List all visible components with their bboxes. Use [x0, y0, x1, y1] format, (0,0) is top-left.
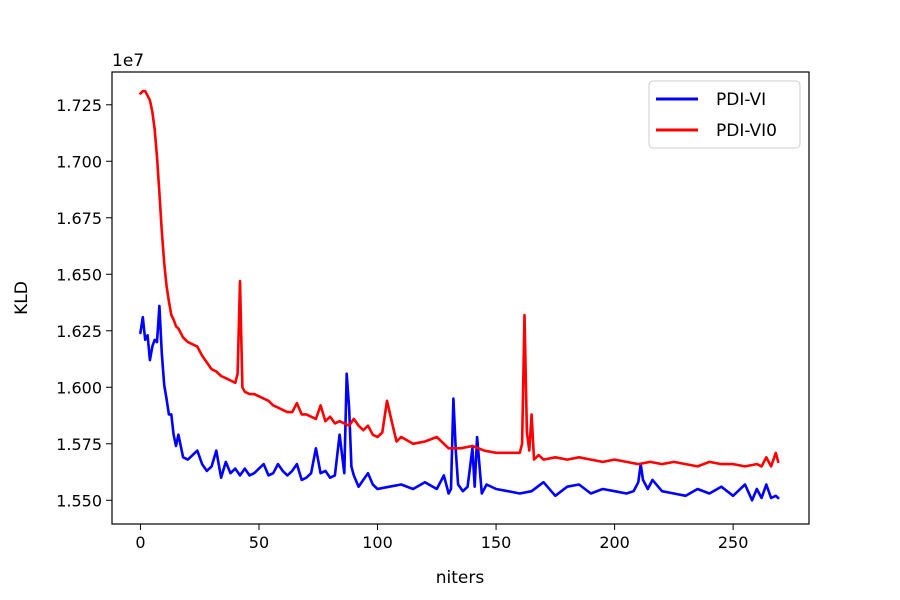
y-tick-label: 1.625: [56, 322, 102, 341]
y-axis-label: KLD: [12, 281, 32, 315]
y-tick-label: 1.700: [56, 152, 102, 171]
plot-frame: [111, 71, 810, 525]
x-tick-label: 0: [135, 533, 145, 552]
legend: PDI-VI PDI-VI0: [648, 80, 801, 149]
series-line-pdi-vi0: [139, 89, 780, 468]
x-tick-label: 250: [718, 533, 749, 552]
legend-label-pdi-vi0: PDI-VI0: [716, 121, 777, 141]
y-offset-label: 1e7: [112, 51, 144, 71]
y-tick-label: 1.725: [56, 96, 102, 115]
x-tick-label: 200: [599, 533, 630, 552]
legend-label-pdi-vi: PDI-VI: [716, 90, 766, 110]
y-tick-label: 1.575: [56, 435, 102, 454]
y-tick-label: 1.600: [56, 378, 102, 397]
series-layer: [139, 89, 780, 502]
y-tick-label: 1.675: [56, 209, 102, 228]
y-axis: 1.550 1.575 1.600 1.625 1.650 1.675 1.700 1.725: [56, 96, 112, 510]
series-line-pdi-vi: [139, 304, 780, 502]
x-tick-label: 50: [249, 533, 269, 552]
x-tick-label: 100: [362, 533, 393, 552]
y-tick-label: 1.650: [56, 265, 102, 284]
y-tick-label: 1.550: [56, 491, 102, 510]
x-axis-label: niters: [436, 568, 485, 588]
x-axis: 0 50 100 150 200 250: [135, 524, 748, 552]
x-tick-label: 150: [481, 533, 512, 552]
